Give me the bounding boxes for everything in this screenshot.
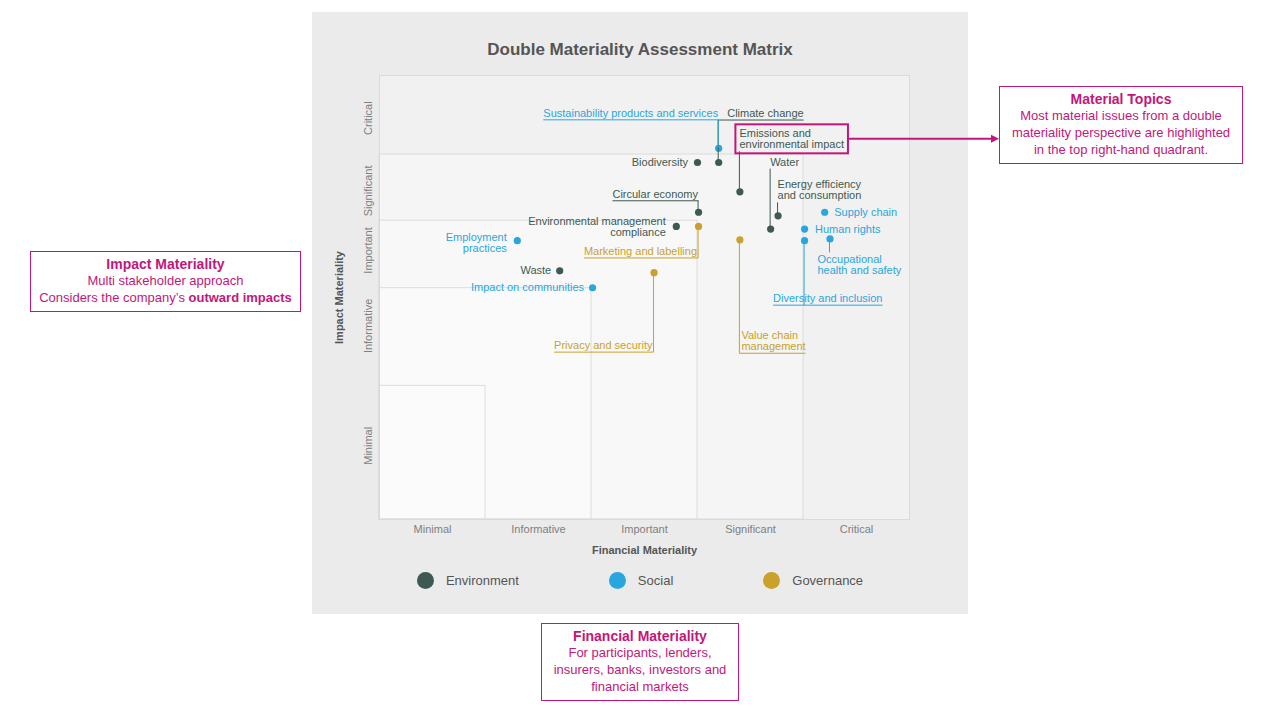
html-text:Most material issues from a do: Most material issues from a double mater… xyxy=(1011,108,1231,157)
svg-text:Marketing and labelling: Marketing and labelling xyxy=(584,245,697,257)
html-text:Material Topics: Material Topics xyxy=(1070,91,1172,107)
svg-text:Significant: Significant xyxy=(725,523,776,535)
svg-text:Financial Materiality: Financial Materiality xyxy=(592,544,698,556)
svg-text:Environmental managementcompli: Environmental managementcompliance xyxy=(528,215,666,238)
svg-text:Impact on communities: Impact on communities xyxy=(471,281,585,293)
svg-text:Critical: Critical xyxy=(362,101,374,135)
svg-text:Circular economy: Circular economy xyxy=(612,188,698,200)
svg-text:Energy efficiencyand consumpti: Energy efficiencyand consumption xyxy=(778,178,862,201)
svg-text:Sustainability products and se: Sustainability products and services xyxy=(543,107,718,119)
svg-text:Informative: Informative xyxy=(511,523,565,535)
svg-text:Biodiversity: Biodiversity xyxy=(632,156,689,168)
svg-text:Climate change: Climate change xyxy=(727,107,803,119)
html-text:Financial Materiality: Financial Materiality xyxy=(573,628,707,644)
svg-text:Important: Important xyxy=(362,227,374,273)
svg-text:Important: Important xyxy=(621,523,667,535)
svg-text:Informative: Informative xyxy=(362,299,374,353)
html-text:Impact Materiality: Impact Materiality xyxy=(106,256,225,272)
svg-text:Occupationalhealth and safety: Occupationalhealth and safety xyxy=(818,253,902,276)
svg-text:Privacy and security: Privacy and security xyxy=(554,339,653,351)
svg-text:Emissions andenvironmental imp: Emissions andenvironmental impact xyxy=(739,127,844,150)
svg-text:Water: Water xyxy=(770,156,799,168)
svg-text:Critical: Critical xyxy=(840,523,874,535)
html-text:Governance: Governance xyxy=(792,573,864,588)
svg-text:Supply chain: Supply chain xyxy=(834,206,897,218)
html-text:Social: Social xyxy=(637,573,674,588)
html-text:Considers the company’s outwar: Considers the company’s outward impacts xyxy=(39,289,292,305)
svg-text:Impact Materiality: Impact Materiality xyxy=(333,250,345,344)
html-text:Environment: Environment xyxy=(445,573,519,588)
svg-text:Human rights: Human rights xyxy=(815,223,881,235)
svg-text:Minimal: Minimal xyxy=(362,427,374,465)
svg-text:Diversity and inclusion: Diversity and inclusion xyxy=(773,292,882,304)
html-text:For participants, lenders, ins: For participants, lenders, insurers, ban… xyxy=(553,645,727,694)
svg-text:Significant: Significant xyxy=(362,166,374,217)
svg-text:Value chainmanagement: Value chainmanagement xyxy=(741,329,805,352)
svg-text:Minimal: Minimal xyxy=(414,523,452,535)
html-text:Multi stakeholder approach: Multi stakeholder approach xyxy=(87,273,244,288)
svg-text:Waste: Waste xyxy=(520,264,551,276)
svg-text:Employmentpractices: Employmentpractices xyxy=(446,231,508,254)
html-text:Double Materiality Assessment: Double Materiality Assessment Matrix xyxy=(487,40,793,59)
